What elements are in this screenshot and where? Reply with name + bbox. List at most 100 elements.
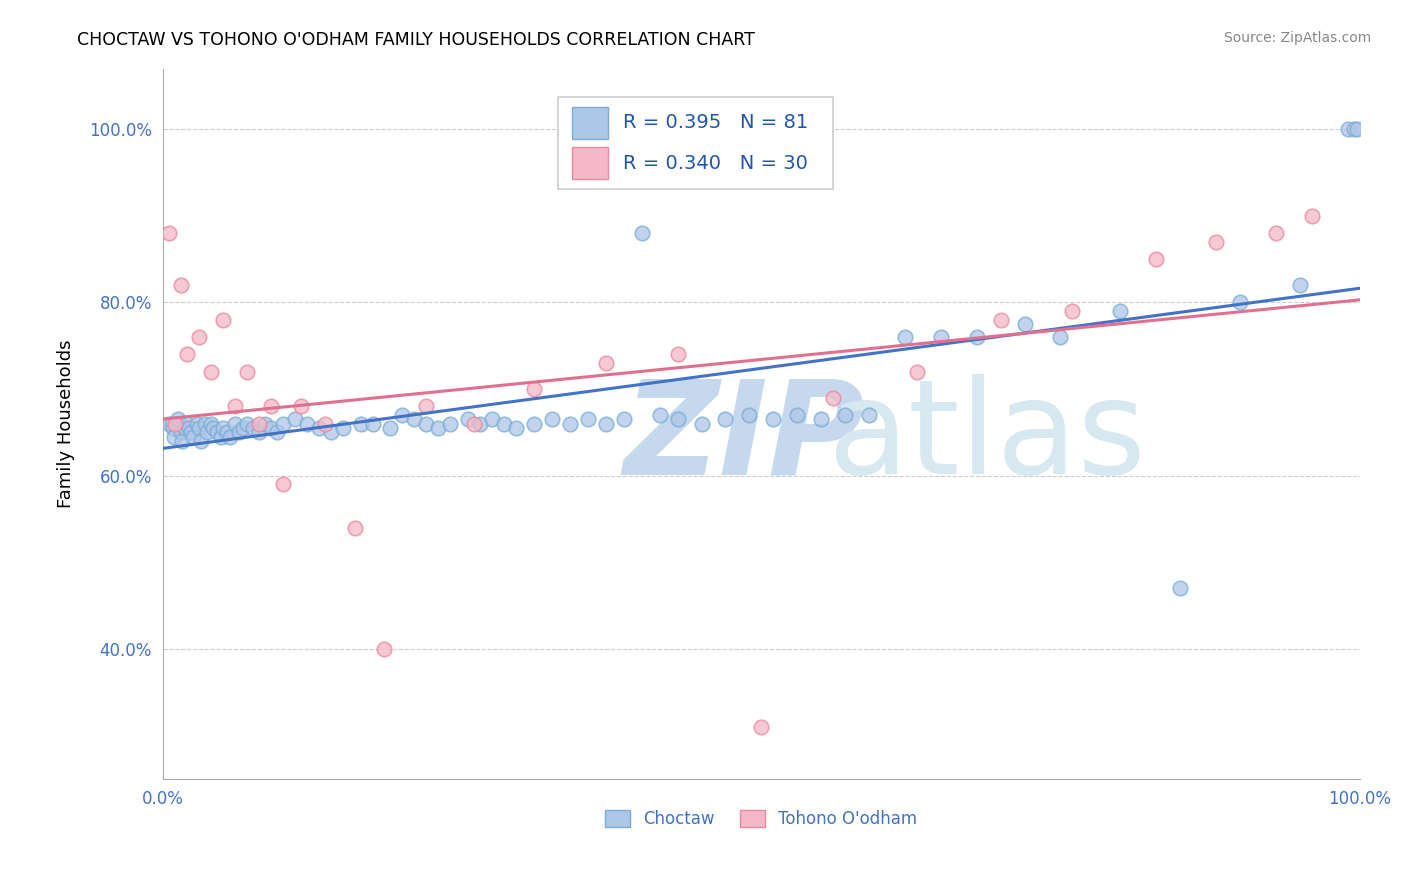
Point <box>558 417 581 431</box>
Point <box>314 417 336 431</box>
Point <box>160 417 183 431</box>
Point <box>823 391 845 405</box>
Point <box>173 421 195 435</box>
Point <box>271 477 294 491</box>
Point <box>290 400 312 414</box>
Point <box>630 226 652 240</box>
Point <box>990 312 1012 326</box>
Point <box>205 425 228 440</box>
Point <box>202 421 225 435</box>
Point <box>343 521 366 535</box>
Point <box>228 425 250 440</box>
Point <box>1049 330 1071 344</box>
Point <box>157 226 180 240</box>
Point <box>180 425 202 440</box>
Point <box>404 412 426 426</box>
Point <box>247 417 270 431</box>
Point <box>929 330 952 344</box>
FancyBboxPatch shape <box>572 147 609 179</box>
Text: Source: ZipAtlas.com: Source: ZipAtlas.com <box>1223 31 1371 45</box>
Point <box>1301 209 1323 223</box>
Text: atlas: atlas <box>827 375 1146 501</box>
Point <box>481 412 503 426</box>
Point <box>266 425 288 440</box>
Point <box>194 417 217 431</box>
Point <box>905 365 928 379</box>
Point <box>595 417 617 431</box>
Point <box>613 412 636 426</box>
Point <box>332 421 354 435</box>
Point <box>165 417 187 431</box>
Point <box>209 430 232 444</box>
Point <box>1168 582 1191 596</box>
Point <box>415 400 437 414</box>
Point <box>224 400 246 414</box>
Point <box>212 312 235 326</box>
Text: ZIP: ZIP <box>624 375 865 501</box>
Point <box>834 408 856 422</box>
Point <box>690 417 713 431</box>
Point <box>176 417 198 431</box>
Point <box>219 430 242 444</box>
Point <box>215 425 238 440</box>
Point <box>1346 122 1368 136</box>
Point <box>349 417 371 431</box>
Point <box>380 421 402 435</box>
Text: CHOCTAW VS TOHONO O'ODHAM FAMILY HOUSEHOLDS CORRELATION CHART: CHOCTAW VS TOHONO O'ODHAM FAMILY HOUSEHO… <box>77 31 755 49</box>
Point <box>463 417 485 431</box>
Point <box>505 421 527 435</box>
Point <box>186 417 208 431</box>
Point <box>176 347 198 361</box>
Point <box>1062 304 1084 318</box>
Point <box>308 421 330 435</box>
Point <box>190 434 212 448</box>
Point <box>714 412 737 426</box>
Point <box>470 417 492 431</box>
Point <box>319 425 342 440</box>
Point <box>212 421 235 435</box>
Point <box>271 417 294 431</box>
Point <box>1109 304 1132 318</box>
Point <box>786 408 808 422</box>
Point <box>738 408 761 422</box>
Point <box>197 425 219 440</box>
Point <box>188 330 211 344</box>
Point <box>648 408 671 422</box>
Point <box>415 417 437 431</box>
Point <box>1014 317 1036 331</box>
Point <box>1336 122 1358 136</box>
Point <box>170 278 193 293</box>
Point <box>232 421 254 435</box>
Point <box>666 412 689 426</box>
Point <box>762 412 785 426</box>
Point <box>1288 278 1310 293</box>
Point <box>242 421 264 435</box>
FancyBboxPatch shape <box>572 107 609 139</box>
Point <box>224 417 246 431</box>
Point <box>1205 235 1227 249</box>
FancyBboxPatch shape <box>558 97 834 189</box>
Point <box>260 400 283 414</box>
Point <box>260 421 283 435</box>
Text: R = 0.395   N = 81: R = 0.395 N = 81 <box>623 113 808 132</box>
Point <box>858 408 880 422</box>
Point <box>166 412 188 426</box>
Point <box>595 356 617 370</box>
Point <box>163 430 186 444</box>
Point <box>1343 122 1365 136</box>
Y-axis label: Family Households: Family Households <box>58 340 75 508</box>
Point <box>666 347 689 361</box>
Point <box>1144 252 1167 266</box>
Point <box>284 412 307 426</box>
Point <box>439 417 461 431</box>
Point <box>749 720 772 734</box>
Point <box>200 365 222 379</box>
Point <box>457 412 479 426</box>
Point <box>170 425 193 440</box>
Point <box>188 421 211 435</box>
Point <box>181 430 204 444</box>
Point <box>236 365 259 379</box>
Point <box>810 412 832 426</box>
Point <box>361 417 384 431</box>
Text: R = 0.340   N = 30: R = 0.340 N = 30 <box>623 154 807 173</box>
